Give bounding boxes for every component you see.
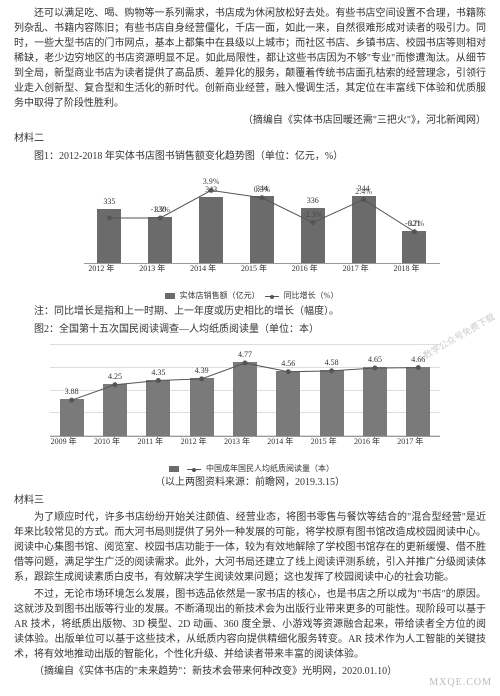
chart-1-growth-label: 0.3% bbox=[254, 184, 271, 196]
chart-2-x-label: 2014 年 bbox=[260, 436, 300, 448]
chart-1-growth-label: 2.4% bbox=[355, 186, 372, 198]
chart-2-x-label: 2015 年 bbox=[304, 436, 344, 448]
chart-1: 3352012 年3302013 年3432014 年3442015 年3362… bbox=[60, 168, 440, 288]
legend2-line-swatch bbox=[187, 469, 201, 470]
chart-1-growth-label: -6.7% bbox=[405, 218, 424, 230]
chart-2-legend: 中国成年国民人均纸质阅读量（本） bbox=[14, 463, 486, 475]
section-3-paragraph-2: 不过，无论市场环境怎么发展，图书选品依然是一家书店的核心，也是书店之所以成为"书… bbox=[14, 587, 486, 662]
section-2-label: 材料二 bbox=[14, 131, 486, 146]
chart-2-x-label: 2016 年 bbox=[347, 436, 387, 448]
legend-line-label: 同比增长（%） bbox=[284, 291, 339, 300]
section-3-paragraph-1: 为了顺应时代，许多书店纷纷开始关注颜值、经营业态，将图书零售与餐饮等结合的"混合… bbox=[14, 510, 486, 585]
legend-bar-swatch bbox=[165, 293, 175, 299]
legend-bar-label: 实体店销售额（亿元） bbox=[180, 291, 260, 300]
chart-2-x-label: 2013 年 bbox=[217, 436, 257, 448]
chart-1-x-label: 2014 年 bbox=[183, 263, 223, 275]
figure-1-caption: 图1：2012-2018 年实体书店图书销售额变化趋势图（单位：亿元，%） bbox=[14, 149, 486, 164]
figure-2-caption: 图2：全国第十五次国民阅读调查—人均纸质阅读量（单位：本） bbox=[14, 322, 486, 337]
section-3-label: 材料三 bbox=[14, 493, 486, 508]
charts-source: （以上两图资料来源：前瞻网，2019.3.15） bbox=[14, 475, 486, 490]
chart-2-x-label: 2009 年 bbox=[44, 436, 84, 448]
chart-1-growth-label: 3.9% bbox=[203, 176, 220, 188]
chart-2-x-label: 2011 年 bbox=[130, 436, 170, 448]
chart-2-x-label: 2012 年 bbox=[174, 436, 214, 448]
chart-2-x-label: 2010 年 bbox=[87, 436, 127, 448]
intro-paragraph: 还可以满足吃、喝、购物等一系列需求，书店成为休闲放松好去处。有些书店空间设置不合… bbox=[14, 6, 486, 111]
chart-1-growth-label: -2.3% bbox=[303, 209, 322, 221]
legend2-label: 中国成年国民人均纸质阅读量（本） bbox=[206, 464, 334, 473]
chart-2-line bbox=[50, 345, 440, 437]
legend2-bar-swatch bbox=[169, 466, 179, 472]
chart-1-x-label: 2018 年 bbox=[386, 263, 426, 275]
chart-1-plot: 3352012 年3302013 年3432014 年3442015 年3362… bbox=[84, 172, 440, 264]
chart-2-plot: 3.882009 年4.252010 年4.352011 年4.392012 年… bbox=[50, 345, 440, 437]
chart-1-x-label: 2013 年 bbox=[132, 263, 172, 275]
watermark-logo: MXQE.COM bbox=[429, 675, 492, 690]
chart-2: 3.882009 年4.252010 年4.352011 年4.392012 年… bbox=[50, 341, 450, 461]
chart-1-legend: 实体店销售额（亿元） 同比增长（%） bbox=[14, 290, 486, 302]
intro-citation: （摘编自《实体书店回暖还需"三把火"》，河北新闻网） bbox=[14, 113, 486, 128]
section-3-citation: （摘编自《实体书店的"未来趋势"：新技术会带来何种改变》光明网，2020.01.… bbox=[14, 664, 486, 679]
legend-line-swatch bbox=[265, 296, 279, 297]
chart-1-growth-label: -1.5% bbox=[151, 204, 170, 216]
chart-1-x-label: 2017 年 bbox=[336, 263, 376, 275]
chart-1-note: 注：同比增长是指和上一时期、上一年度或历史相比的增长（幅度）。 bbox=[14, 304, 486, 319]
chart-1-x-label: 2016 年 bbox=[285, 263, 325, 275]
chart-1-x-label: 2012 年 bbox=[81, 263, 121, 275]
chart-2-x-label: 2017 年 bbox=[390, 436, 430, 448]
chart-1-x-label: 2015 年 bbox=[234, 263, 274, 275]
